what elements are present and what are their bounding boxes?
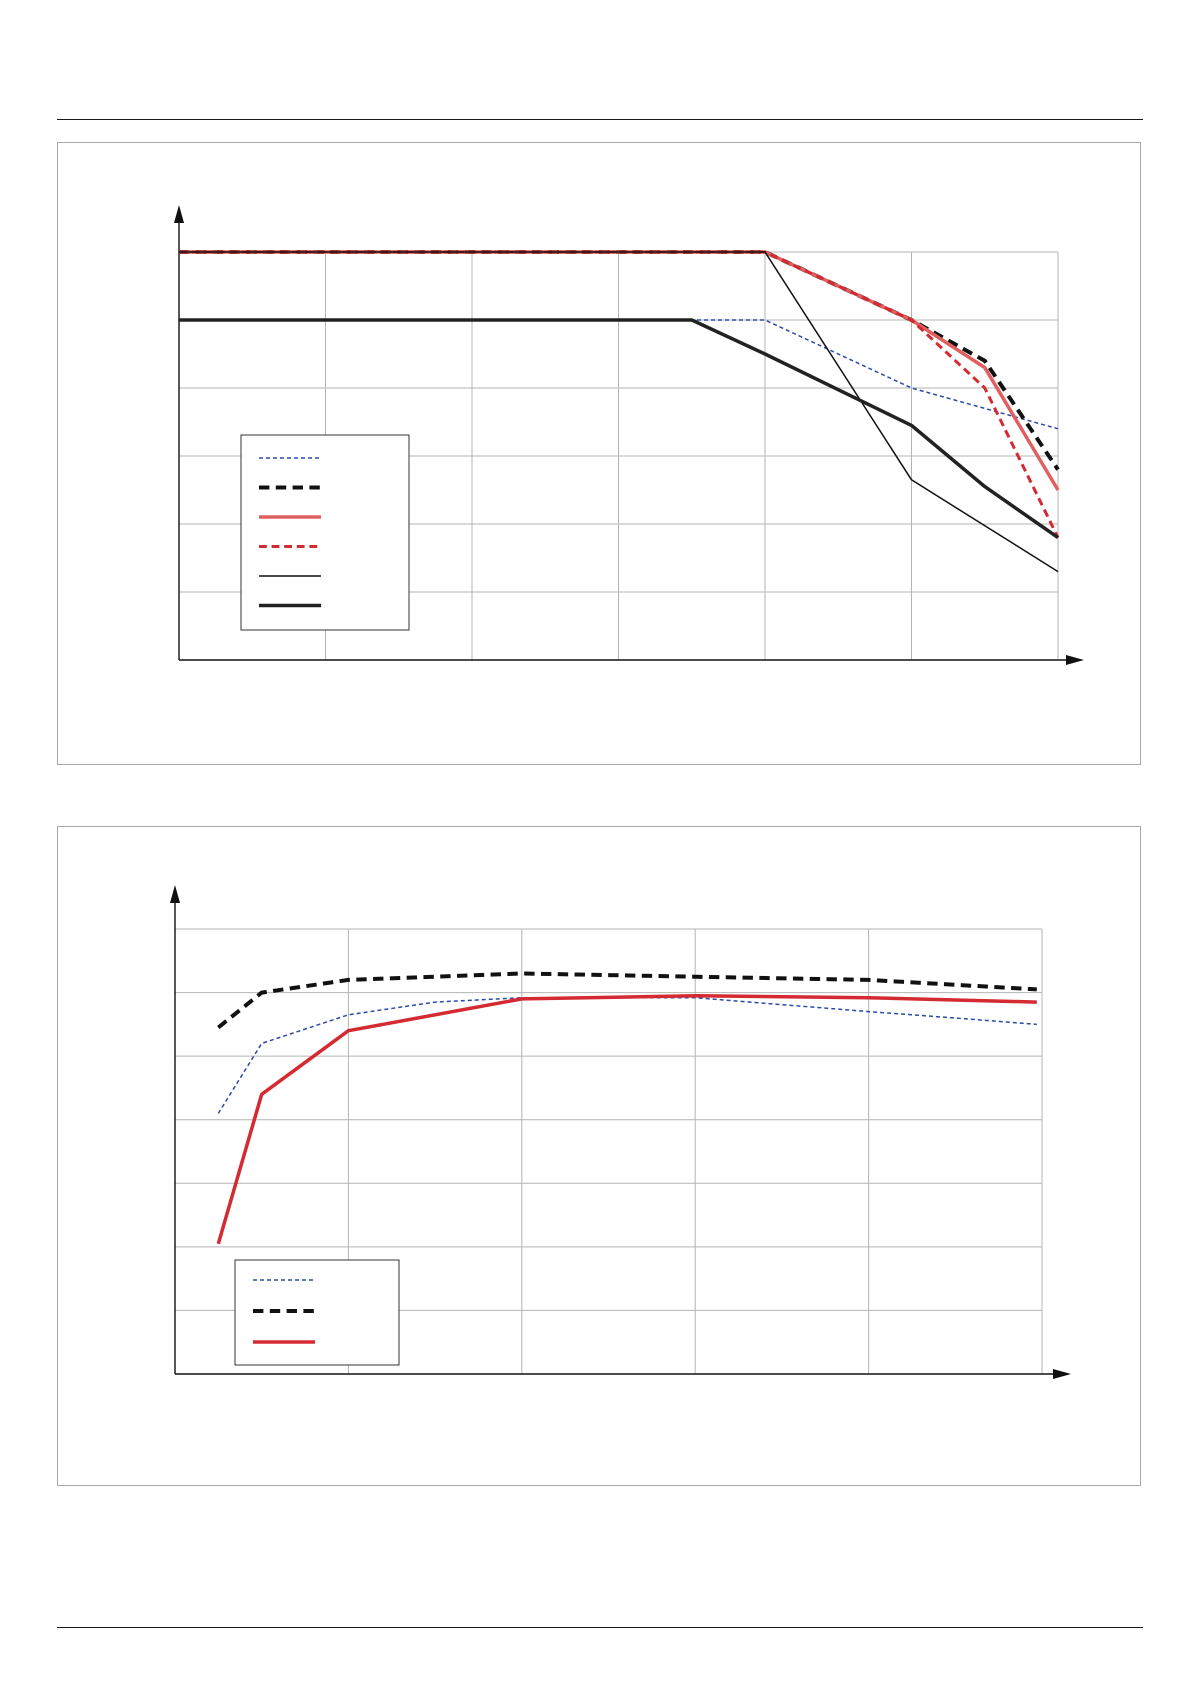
series-line-5 (179, 251, 1059, 573)
header-rule (57, 119, 1143, 120)
y-axis-arrow (170, 885, 180, 903)
y-axis-arrow (174, 205, 184, 223)
legend (240, 434, 410, 631)
footer-rule (57, 1627, 1143, 1628)
legend (234, 1259, 400, 1366)
chart-panel-1 (57, 142, 1141, 765)
chart-1 (174, 205, 1084, 665)
legend-box (240, 434, 410, 631)
series-line-2 (217, 971, 1037, 1030)
series-line-6 (179, 318, 1060, 540)
axes (174, 205, 1084, 665)
series-line-3 (216, 994, 1037, 1245)
x-axis-arrow (1066, 655, 1084, 665)
axes (170, 885, 1071, 1379)
x-axis-arrow (1053, 1369, 1071, 1379)
chart-panel-2 (57, 826, 1141, 1486)
series-line-1 (217, 996, 1037, 1114)
chart-2 (170, 885, 1071, 1379)
